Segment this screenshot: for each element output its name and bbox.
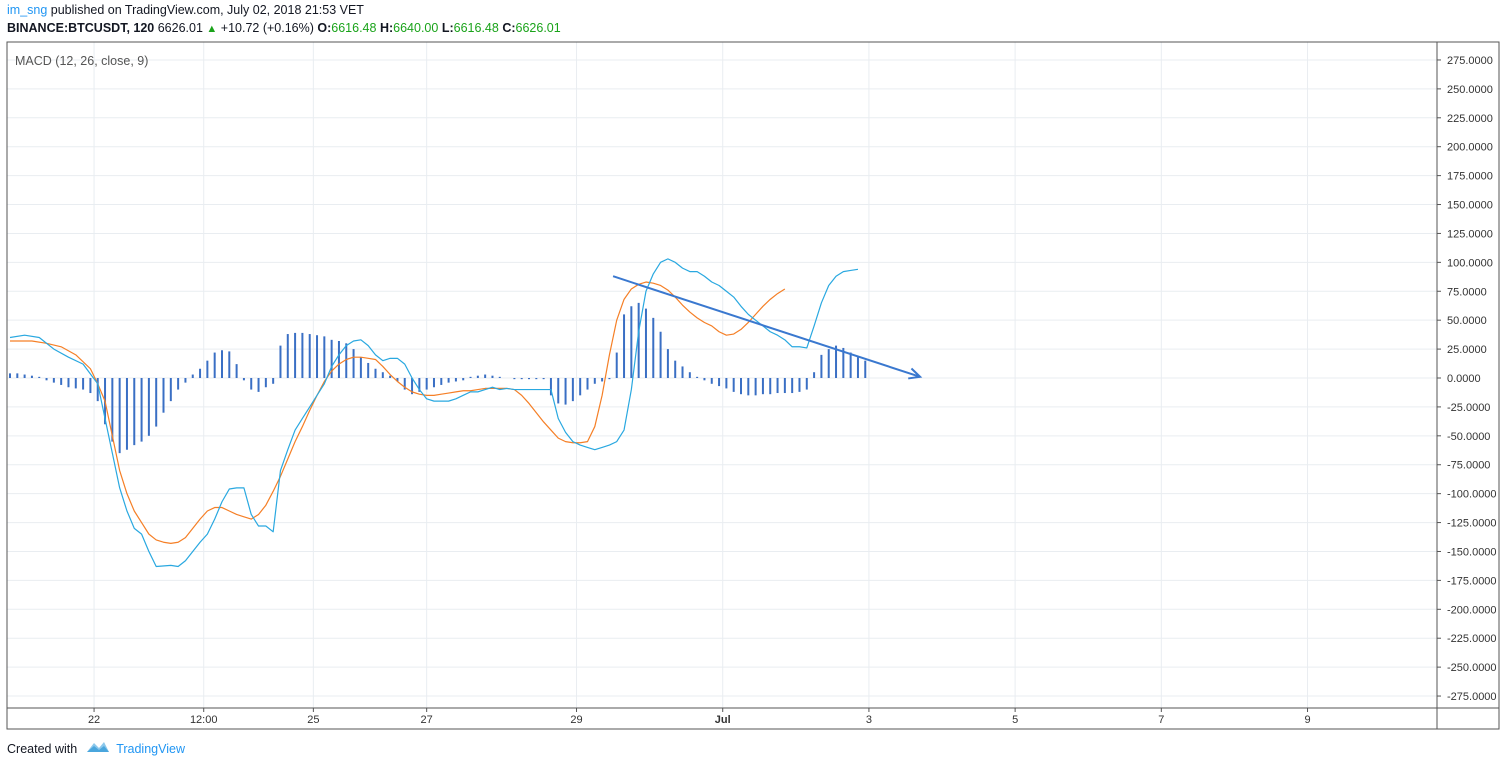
outer-frame: [6, 41, 1500, 730]
publish-text: published on TradingView.com, July 02, 2…: [50, 3, 364, 17]
symbol-label: BINANCE:BTCUSDT, 120: [7, 21, 155, 35]
y-tick-label: -200.0000: [1447, 604, 1497, 616]
x-tick-label: 22: [88, 714, 100, 726]
x-tick-label: 3: [866, 714, 872, 726]
y-tick-label: 75.0000: [1447, 286, 1487, 298]
x-tick-label: 9: [1304, 714, 1310, 726]
created-with-text: Created with: [7, 741, 78, 756]
open-value: 6616.48: [331, 21, 377, 35]
y-tick-label: 100.0000: [1447, 257, 1493, 269]
close-label: C:: [502, 21, 516, 35]
tradingview-brand-link[interactable]: TradingView: [116, 741, 185, 756]
x-tick-label: 12:00: [190, 714, 218, 726]
x-tick-label: Jul: [715, 714, 731, 726]
y-tick-label: 0.0000: [1447, 373, 1481, 385]
chart-frame: [6, 41, 1500, 730]
histogram: [9, 302, 867, 454]
signal-line: [10, 281, 786, 544]
y-tick-label: -275.0000: [1447, 691, 1497, 703]
y-tick-label: -250.0000: [1447, 662, 1497, 674]
up-arrow-icon: ▲: [206, 23, 218, 35]
y-tick-label: 50.0000: [1447, 315, 1487, 327]
y-tick-label: -150.0000: [1447, 546, 1497, 558]
y-tick-label: -25.0000: [1447, 402, 1490, 414]
y-tick-label: 200.0000: [1447, 142, 1493, 154]
close-value: 6626.01: [515, 21, 561, 35]
y-tick-label: 225.0000: [1447, 113, 1493, 125]
grid: [7, 42, 1437, 708]
footer: Created with TradingView: [7, 740, 185, 757]
y-tick-label: 275.0000: [1447, 55, 1493, 67]
indicator-title: MACD (12, 26, close, 9): [15, 54, 148, 68]
author-link[interactable]: im_sng: [7, 3, 48, 17]
publish-info: im_sng published on TradingView.com, Jul…: [7, 3, 364, 17]
low-value: 6616.48: [453, 21, 499, 35]
y-tick-label: 150.0000: [1447, 200, 1493, 212]
x-tick-label: 7: [1158, 714, 1164, 726]
high-value: 6640.00: [393, 21, 439, 35]
low-label: L:: [441, 21, 454, 35]
x-tick-label: 27: [421, 714, 433, 726]
y-tick-label: -100.0000: [1447, 489, 1497, 501]
y-tick-label: 250.0000: [1447, 84, 1493, 96]
x-tick-label: 29: [570, 714, 582, 726]
last-price: 6626.01: [157, 21, 203, 35]
tradingview-logo-icon: [86, 740, 110, 757]
x-axis: 22 12:00 25 27 29 Jul 3 5 7 9: [88, 708, 1311, 726]
y-axis: 275.0000 250.0000 225.0000 200.0000 175.0000…: [1437, 55, 1497, 703]
y-tick-label: -75.0000: [1447, 460, 1490, 472]
trend-arrow-head-icon: [908, 367, 923, 380]
y-tick-label: -225.0000: [1447, 633, 1497, 645]
open-label: O:: [317, 21, 332, 35]
y-tick-label: 25.0000: [1447, 344, 1487, 356]
y-tick-label: 175.0000: [1447, 171, 1493, 183]
symbol-info: BINANCE:BTCUSDT, 120 6626.01 ▲ +10.72 (+…: [7, 21, 561, 35]
x-tick-label: 5: [1012, 714, 1018, 726]
high-label: H:: [379, 21, 394, 35]
y-tick-label: -50.0000: [1447, 431, 1490, 443]
x-tick-label: 25: [307, 714, 319, 726]
y-tick-label: -125.0000: [1447, 518, 1497, 530]
macd-line: [9, 258, 859, 568]
y-tick-label: -175.0000: [1447, 575, 1497, 587]
trend-arrow-line: [612, 275, 921, 378]
y-tick-label: 125.0000: [1447, 228, 1493, 240]
price-change: +10.72 (+0.16%): [220, 21, 314, 35]
series-lines: [9, 258, 923, 568]
